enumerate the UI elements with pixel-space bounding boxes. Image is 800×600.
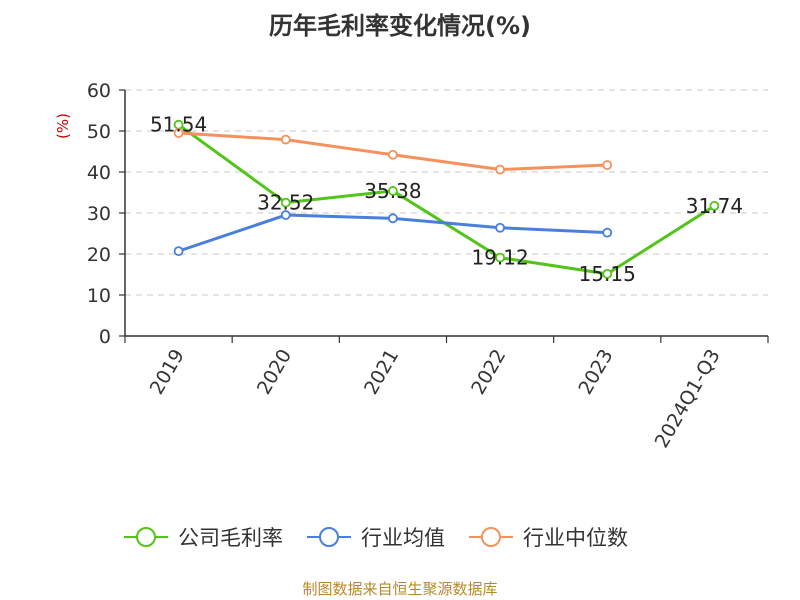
data-label: 51.54	[150, 113, 207, 137]
y-axis-unit: (%)	[54, 113, 72, 139]
data-label: 31.74	[686, 194, 743, 218]
data-point	[173, 128, 184, 138]
x-tick-label: 2021	[360, 346, 403, 399]
x-tick-label: 2022	[467, 346, 510, 399]
data-point	[495, 164, 505, 175]
chart-title: 历年毛利率变化情况(%)	[269, 12, 531, 40]
data-point	[602, 227, 613, 238]
data-point	[602, 268, 613, 279]
y-tick-label: 40	[87, 162, 111, 184]
y-tick-label: 50	[87, 121, 111, 143]
data-point	[388, 213, 398, 224]
legend-marker	[319, 527, 339, 547]
data-label: 35.38	[364, 179, 421, 203]
x-tick-label: 2020	[253, 346, 296, 399]
data-point	[280, 134, 291, 145]
data-point	[602, 160, 613, 170]
y-tick-label: 0	[99, 326, 111, 348]
x-tick-label: 2023	[574, 346, 617, 399]
legend-label-2: 行业均值	[361, 526, 445, 550]
x-tick-label: 2019	[146, 346, 189, 399]
data-point	[280, 197, 291, 208]
y-tick-label: 20	[87, 244, 111, 266]
data-point	[388, 149, 398, 160]
data-label: 32.52	[257, 191, 314, 215]
x-tick-label: 2024Q1-Q3	[651, 346, 725, 452]
data-point	[495, 252, 505, 263]
data-point	[280, 210, 291, 220]
legend-marker	[136, 527, 156, 547]
data-point	[388, 186, 398, 196]
data-point	[709, 200, 720, 211]
legend-marker	[481, 527, 501, 547]
y-tick-label: 60	[87, 80, 111, 102]
data-label: 15.15	[579, 262, 636, 286]
source-note: 制图数据来自恒生聚源数据库	[302, 580, 498, 598]
legend-label-1: 公司毛利率	[178, 526, 283, 550]
data-label: 19.12	[471, 246, 528, 270]
y-tick-label: 10	[87, 285, 111, 307]
legend-label-3: 行业中位数	[523, 526, 628, 550]
data-point	[495, 222, 505, 233]
y-tick-label: 30	[87, 203, 111, 225]
data-point	[173, 246, 184, 257]
